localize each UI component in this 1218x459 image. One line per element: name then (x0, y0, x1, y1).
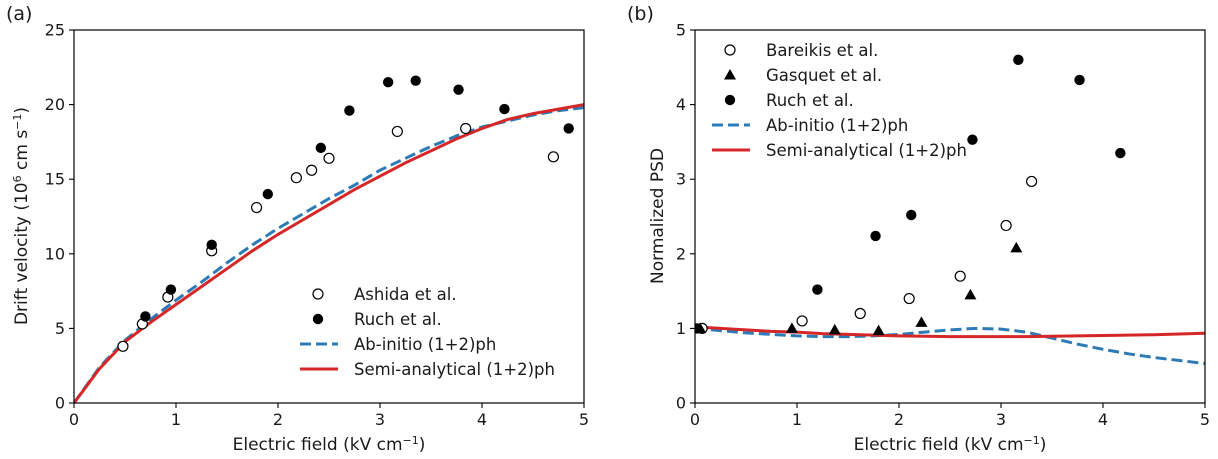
ashida-et-al-point (460, 122, 472, 135)
panel-a-label: (a) (6, 3, 32, 25)
x-tick-label: 1 (171, 410, 181, 429)
ashida-et-al-point (250, 201, 263, 214)
ruch-et-al-point (1074, 74, 1085, 86)
x-tick-label: 2 (894, 410, 904, 429)
ruch-et-al-point (165, 284, 177, 295)
bareikis-et-al-point (796, 315, 808, 327)
panel-b: (b) 0 1 2 3 4 5 0 1 2 3 4 5 Electric field (kV cm−1… (627, 3, 1210, 455)
y-tick-label: 5 (676, 21, 686, 40)
y-tick-label: 25 (45, 21, 65, 40)
x-tick-label: 4 (1098, 410, 1108, 429)
x-tick-label: 5 (579, 410, 589, 429)
legend-semi-analytical-1-2-ph-label: Semi-analytical (1+2)ph (766, 141, 967, 160)
ashida-et-al-point (323, 152, 335, 164)
semi-analytical-1-2-ph-line (74, 103, 584, 403)
ruch-et-al-point (906, 209, 917, 221)
ruch-et-al-point (140, 311, 151, 322)
y-tick-label: 3 (676, 170, 686, 189)
ruch-et-al-point (870, 230, 881, 242)
panel-a-x-axis-label: Electric field (kV cm−1) (233, 434, 426, 456)
gasquet-et-al-point (785, 322, 798, 333)
legend-bareikis-et-al-marker (724, 44, 736, 56)
x-tick-label: 4 (477, 410, 487, 429)
y-tick-label: 15 (45, 170, 65, 189)
ruch-et-al-point (315, 142, 327, 154)
x-tick-label: 3 (996, 410, 1006, 429)
gasquet-et-al-point (915, 316, 928, 327)
legend-ashida-et-al-label: Ashida et al. (354, 285, 457, 304)
ab-initio-1-2-ph-line (695, 326, 1205, 365)
ashida-et-al-point (547, 151, 560, 163)
legend-ab-initio-1-2-ph-label: Ab-initio (1+2)ph (766, 116, 908, 135)
y-tick-label: 1 (676, 319, 686, 338)
panel-a-axes-frame (73, 29, 585, 404)
x-tick-label: 2 (273, 410, 283, 429)
y-tick-label: 10 (45, 244, 65, 263)
ruch-et-al-point (812, 284, 823, 295)
y-tick-label: 4 (676, 95, 686, 114)
legend-ashida-et-al-marker (312, 288, 324, 300)
ruch-et-al-point (967, 134, 978, 145)
ruch-et-al-point (410, 75, 421, 86)
y-tick-label: 0 (676, 394, 686, 413)
legend-ruch-et-al-marker (312, 313, 324, 325)
ruch-et-al-point (206, 239, 217, 251)
bareikis-et-al-point (954, 270, 966, 282)
panel-a: (a) 0 1 2 3 4 5 0 5 10 15 20 25 Electric field (kV … (6, 3, 589, 455)
legend-ruch-et-al-label: Ruch et al. (766, 91, 854, 110)
panel-a-marks (74, 75, 584, 403)
panel-b-marks (695, 54, 1205, 365)
x-tick-label: 0 (690, 410, 700, 429)
ruch-et-al-point (344, 105, 355, 116)
y-tick-label: 20 (45, 95, 65, 114)
ashida-et-al-point (306, 164, 318, 176)
legend-bareikis-et-al-label: Bareikis et al. (766, 41, 878, 60)
panel-a-y-axis-label: Drift velocity (106 cm s−1) (11, 107, 33, 325)
ruch-et-al-point (262, 188, 273, 200)
bareikis-et-al-point (854, 307, 866, 320)
x-tick-label: 0 (69, 410, 79, 429)
gasquet-et-al-point (1010, 241, 1023, 253)
legend-gasquet-et-al-marker (724, 69, 736, 80)
ruch-et-al-point (499, 103, 510, 115)
panel-b-axes-frame (694, 29, 1206, 404)
legend-ruch-et-al-label: Ruch et al. (354, 310, 442, 329)
bareikis-et-al-point (1000, 219, 1012, 232)
panel-a-legend: Ashida et al. Ruch et al. Ab-initio (1+2)p… (300, 285, 555, 379)
y-tick-label: 5 (55, 319, 65, 338)
gasquet-et-al-point (964, 288, 977, 300)
y-tick-label: 0 (55, 394, 65, 413)
bareikis-et-al-point (1025, 175, 1038, 188)
y-tick-label: 2 (676, 244, 686, 263)
ruch-et-al-point (563, 123, 574, 134)
x-tick-label: 5 (1200, 410, 1210, 429)
ruch-et-al-point (1115, 147, 1126, 159)
ruch-et-al-point (382, 77, 394, 88)
ashida-et-al-point (391, 125, 403, 138)
ashida-et-al-point (117, 340, 129, 352)
legend-semi-analytical-1-2-ph-label: Semi-analytical (1+2)ph (354, 360, 555, 379)
panel-b-x-axis-label: Electric field (kV cm−1) (854, 434, 1047, 456)
panel-b-ticks: 0 1 2 3 4 5 0 1 2 3 4 5 (676, 21, 1210, 430)
ruch-et-al-point (1013, 54, 1024, 66)
bareikis-et-al-point (903, 292, 915, 305)
ruch-et-al-point (453, 84, 464, 95)
gasquet-et-al-point (872, 324, 885, 336)
ashida-et-al-point (290, 172, 302, 184)
panel-b-legend: Bareikis et al. Gasquet et al. Ruch et al.… (712, 41, 967, 160)
legend-ab-initio-1-2-ph-label: Ab-initio (1+2)ph (354, 335, 496, 354)
semi-analytical-1-2-ph-line (695, 325, 1205, 339)
panel-b-label: (b) (627, 3, 654, 25)
x-tick-label: 3 (375, 410, 385, 429)
legend-ruch-et-al-marker (724, 94, 736, 106)
ruch-et-al-point (695, 323, 703, 334)
panel-a-ticks: 0 1 2 3 4 5 0 5 10 15 20 25 (45, 21, 589, 430)
ab-initio-1-2-ph-line (74, 106, 584, 403)
panel-b-y-axis-label: Normalized PSD (648, 148, 668, 284)
legend-gasquet-et-al-label: Gasquet et al. (766, 66, 882, 85)
x-tick-label: 1 (792, 410, 802, 429)
gasquet-et-al-point (828, 323, 841, 335)
